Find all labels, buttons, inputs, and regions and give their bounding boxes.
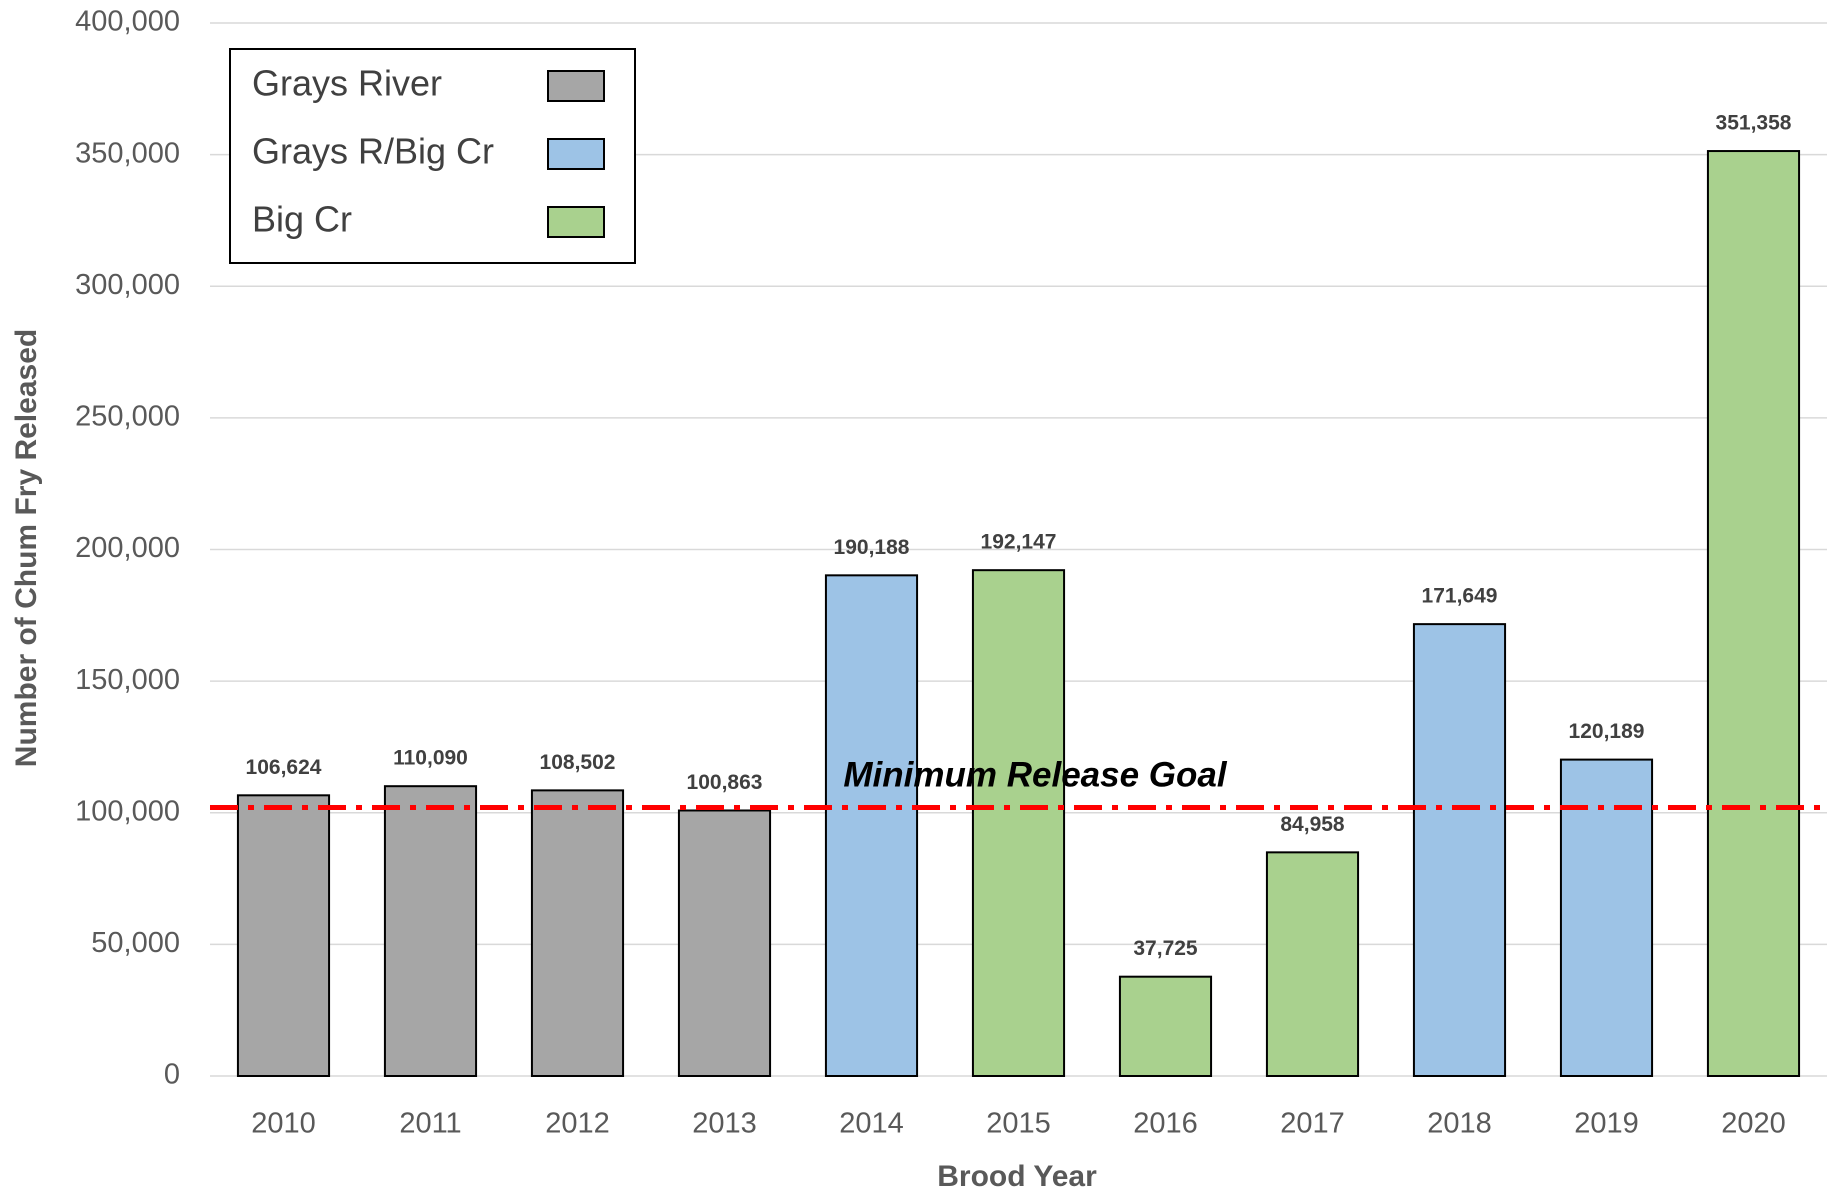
data-label: 351,358 xyxy=(1716,112,1792,135)
y-tick-label: 350,000 xyxy=(75,137,180,169)
x-tick-label: 2019 xyxy=(1574,1108,1639,1140)
legend-swatch xyxy=(547,138,605,170)
x-tick-label: 2015 xyxy=(986,1108,1051,1140)
x-tick-label: 2010 xyxy=(251,1108,316,1140)
bar xyxy=(1412,623,1507,1078)
bar xyxy=(677,809,772,1077)
data-label: 106,624 xyxy=(246,756,322,779)
x-tick-label: 2016 xyxy=(1133,1108,1198,1140)
y-axis-title: Number of Chum Fry Released xyxy=(10,329,43,767)
data-label: 192,147 xyxy=(981,531,1057,554)
data-label: 100,863 xyxy=(687,771,763,794)
x-tick-label: 2018 xyxy=(1427,1108,1492,1140)
data-label: 120,189 xyxy=(1569,720,1645,743)
y-tick-label: 100,000 xyxy=(75,795,180,827)
legend-label: Grays R/Big Cr xyxy=(252,131,494,172)
bar xyxy=(383,785,478,1077)
bar xyxy=(1559,758,1654,1078)
legend-swatch xyxy=(547,206,605,238)
bar xyxy=(971,569,1066,1077)
bar xyxy=(236,794,331,1077)
bar xyxy=(824,574,919,1077)
y-tick-label: 400,000 xyxy=(75,6,180,38)
y-tick-label: 50,000 xyxy=(91,927,180,959)
data-label: 171,649 xyxy=(1422,585,1498,608)
x-tick-label: 2013 xyxy=(692,1108,757,1140)
y-tick-label: 150,000 xyxy=(75,664,180,696)
data-label: 108,502 xyxy=(540,751,616,774)
x-tick-label: 2012 xyxy=(545,1108,610,1140)
data-label: 110,090 xyxy=(393,747,468,770)
legend-label: Big Cr xyxy=(252,199,352,240)
x-axis-title: Brood Year xyxy=(937,1160,1097,1193)
y-tick-label: 300,000 xyxy=(75,269,180,301)
bar xyxy=(530,789,625,1077)
bar xyxy=(1706,150,1801,1078)
x-tick-label: 2011 xyxy=(399,1108,461,1140)
bar xyxy=(1118,975,1213,1078)
y-tick-label: 0 xyxy=(164,1059,180,1091)
y-tick-label: 250,000 xyxy=(75,401,180,433)
x-tick-label: 2014 xyxy=(839,1108,904,1140)
y-tick-label: 200,000 xyxy=(75,532,180,564)
data-label: 84,958 xyxy=(1280,813,1345,836)
x-tick-label: 2017 xyxy=(1280,1108,1345,1140)
x-tick-label: 2020 xyxy=(1721,1108,1786,1140)
data-label: 190,188 xyxy=(834,536,910,559)
bar xyxy=(1265,851,1360,1078)
legend-swatch xyxy=(547,70,605,102)
legend-label: Grays River xyxy=(252,63,442,104)
reference-label: Minimum Release Goal xyxy=(843,756,1227,795)
data-label: 37,725 xyxy=(1133,937,1198,960)
